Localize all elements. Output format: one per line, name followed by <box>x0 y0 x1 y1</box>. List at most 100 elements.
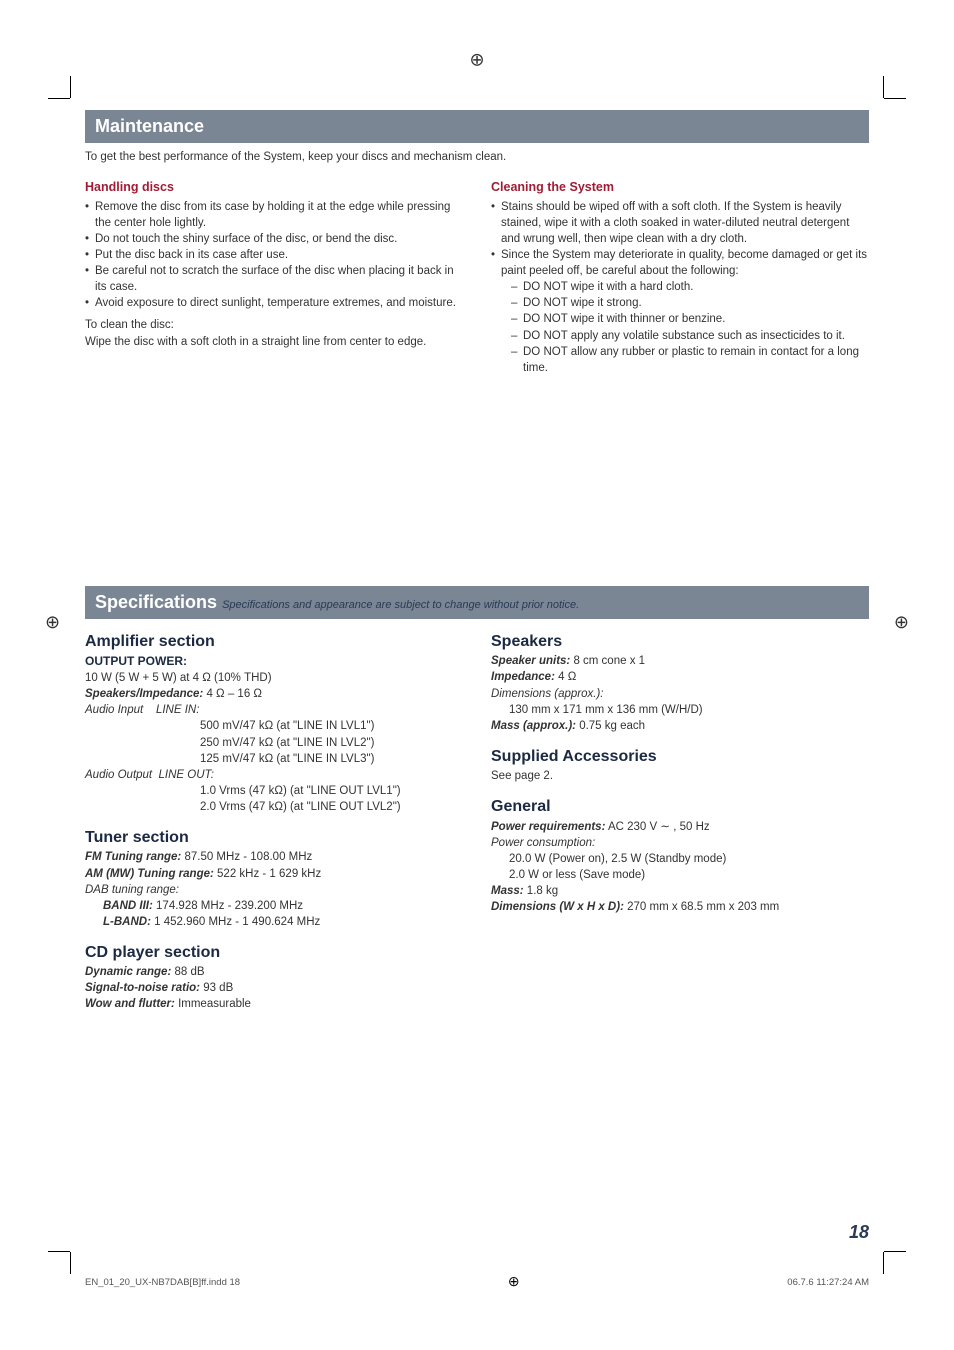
power-req-post: , 50 Hz <box>670 821 710 833</box>
crop-mark <box>883 76 884 98</box>
supplied-text: See page 2. <box>491 768 869 784</box>
am-label: AM (MW) Tuning range: <box>85 868 214 880</box>
list-item: DO NOT apply any volatile substance such… <box>511 328 869 344</box>
to-clean-disc-heading: To clean the disc: <box>85 317 463 333</box>
general-dim-row: Dimensions (W x H x D): 270 mm x 68.5 mm… <box>491 899 869 915</box>
crop-mark <box>48 98 70 99</box>
speaker-mass-label: Mass (approx.): <box>491 720 576 732</box>
speaker-mass-value: 0.75 kg each <box>576 720 645 732</box>
specs-right-col: Speakers Speaker units: 8 cm cone x 1 Im… <box>491 625 869 1013</box>
maintenance-right-col: Cleaning the System Stains should be wip… <box>491 175 869 376</box>
list-item: Remove the disc from its case by holding… <box>85 199 463 231</box>
speakers-impedance-row: Speakers/Impedance: 4 Ω – 16 Ω <box>85 686 463 702</box>
dynamic-range-label: Dynamic range: <box>85 966 171 978</box>
line-out-label: LINE OUT: <box>159 769 214 781</box>
power-req-label: Power requirements: <box>491 821 605 833</box>
power-cons-label: Power consumption: <box>491 835 869 851</box>
power-cons-1: 20.0 W (Power on), 2.5 W (Standby mode) <box>491 851 869 867</box>
crop-mark <box>70 76 71 98</box>
snr-value: 93 dB <box>200 982 233 994</box>
snr-row: Signal-to-noise ratio: 93 dB <box>85 980 463 996</box>
line-in-3: 125 mV/47 kΩ (at "LINE IN LVL3") <box>85 751 463 767</box>
speaker-dimensions-label: Dimensions (approx.): <box>491 686 869 702</box>
speaker-units-label: Speaker units: <box>491 655 570 667</box>
list-item: DO NOT wipe it with a hard cloth. <box>511 279 869 295</box>
page-number: 18 <box>849 1220 869 1245</box>
power-req-row: Power requirements: AC 230 V , 50 Hz <box>491 819 869 835</box>
cleaning-system-heading: Cleaning the System <box>491 179 869 197</box>
power-req-pre: AC 230 V <box>605 821 660 833</box>
audio-input-label: Audio Input <box>85 704 143 716</box>
speaker-impedance-label: Impedance: <box>491 671 555 683</box>
lband-value: 1 452.960 MHz - 1 490.624 MHz <box>151 916 320 928</box>
list-item: Since the System may deteriorate in qual… <box>491 247 869 376</box>
specifications-title: Specifications <box>95 592 217 612</box>
specifications-heading: Specifications Specifications and appear… <box>85 586 869 619</box>
lband-label: L-BAND: <box>103 916 151 928</box>
cd-heading: CD player section <box>85 942 463 964</box>
maintenance-title: Maintenance <box>95 116 204 136</box>
speakers-heading: Speakers <box>491 631 869 653</box>
snr-label: Signal-to-noise ratio: <box>85 982 200 994</box>
general-mass-label: Mass: <box>491 885 524 897</box>
print-footer: EN_01_20_UX-NB7DAB[B]ff.indd 18 ⊕ 06.7.6… <box>85 1272 869 1292</box>
list-item-lead: Since the System may deteriorate in qual… <box>501 249 867 277</box>
crop-mark <box>70 1252 71 1274</box>
list-item: DO NOT wipe it strong. <box>511 295 869 311</box>
dynamic-range-value: 88 dB <box>171 966 204 978</box>
crop-mark <box>884 98 906 99</box>
supplied-heading: Supplied Accessories <box>491 746 869 768</box>
maintenance-left-col: Handling discs Remove the disc from its … <box>85 175 463 376</box>
list-item: Be careful not to scratch the surface of… <box>85 263 463 295</box>
general-mass-row: Mass: 1.8 kg <box>491 883 869 899</box>
line-out-1: 1.0 Vrms (47 kΩ) (at "LINE OUT LVL1") <box>85 783 463 799</box>
crop-mark <box>883 1252 884 1274</box>
footer-left: EN_01_20_UX-NB7DAB[B]ff.indd 18 <box>85 1276 240 1289</box>
handling-discs-list: Remove the disc from its case by holding… <box>85 199 463 312</box>
list-item: Stains should be wiped off with a soft c… <box>491 199 869 247</box>
list-item: Put the disc back in its case after use. <box>85 247 463 263</box>
crop-mark <box>884 1251 906 1252</box>
list-item: Avoid exposure to direct sunlight, tempe… <box>85 295 463 311</box>
cleaning-donot-list: DO NOT wipe it with a hard cloth. DO NOT… <box>501 279 869 376</box>
speaker-mass-row: Mass (approx.): 0.75 kg each <box>491 718 869 734</box>
list-item: DO NOT wipe it with thinner or benzine. <box>511 311 869 327</box>
audio-output-label: Audio Output <box>85 769 152 781</box>
registration-mark-icon: ⊕ <box>469 47 484 72</box>
speakers-impedance-value: 4 Ω – 16 Ω <box>203 688 262 700</box>
dab-label: DAB tuning range: <box>85 882 463 898</box>
to-clean-disc-text: Wipe the disc with a soft cloth in a str… <box>85 334 463 350</box>
specs-left-col: Amplifier section OUTPUT POWER: 10 W (5 … <box>85 625 463 1013</box>
line-out-2: 2.0 Vrms (47 kΩ) (at "LINE OUT LVL2") <box>85 799 463 815</box>
line-in-2: 250 mV/47 kΩ (at "LINE IN LVL2") <box>85 735 463 751</box>
registration-mark-icon: ⊕ <box>45 610 60 635</box>
crop-mark <box>48 1251 70 1252</box>
cleaning-system-list: Stains should be wiped off with a soft c… <box>491 199 869 376</box>
speaker-impedance-row: Impedance: 4 Ω <box>491 669 869 685</box>
sine-icon <box>660 821 670 833</box>
general-heading: General <box>491 796 869 818</box>
am-value: 522 kHz - 1 629 kHz <box>214 868 321 880</box>
lband-row: L-BAND: 1 452.960 MHz - 1 490.624 MHz <box>85 914 463 930</box>
audio-input-row: Audio Input LINE IN: <box>85 702 463 718</box>
output-power-label: OUTPUT POWER: <box>85 653 463 670</box>
dynamic-range-row: Dynamic range: 88 dB <box>85 964 463 980</box>
wow-value: Immeasurable <box>175 998 251 1010</box>
fm-row: FM Tuning range: 87.50 MHz - 108.00 MHz <box>85 849 463 865</box>
am-row: AM (MW) Tuning range: 522 kHz - 1 629 kH… <box>85 866 463 882</box>
general-dim-value: 270 mm x 68.5 mm x 203 mm <box>624 901 779 913</box>
registration-mark-icon: ⊕ <box>508 1272 520 1292</box>
footer-right: 06.7.6 11:27:24 AM <box>787 1276 869 1289</box>
maintenance-intro: To get the best performance of the Syste… <box>85 149 869 165</box>
amplifier-heading: Amplifier section <box>85 631 463 653</box>
speaker-units-row: Speaker units: 8 cm cone x 1 <box>491 653 869 669</box>
output-power-value: 10 W (5 W + 5 W) at 4 Ω (10% THD) <box>85 670 463 686</box>
band3-value: 174.928 MHz - 239.200 MHz <box>153 900 303 912</box>
speakers-impedance-label: Speakers/Impedance: <box>85 688 203 700</box>
audio-output-row: Audio Output LINE OUT: <box>85 767 463 783</box>
wow-row: Wow and flutter: Immeasurable <box>85 996 463 1012</box>
specifications-subtitle: Specifications and appearance are subjec… <box>222 599 579 611</box>
list-item: DO NOT allow any rubber or plastic to re… <box>511 344 869 376</box>
general-mass-value: 1.8 kg <box>524 885 559 897</box>
fm-value: 87.50 MHz - 108.00 MHz <box>181 851 312 863</box>
